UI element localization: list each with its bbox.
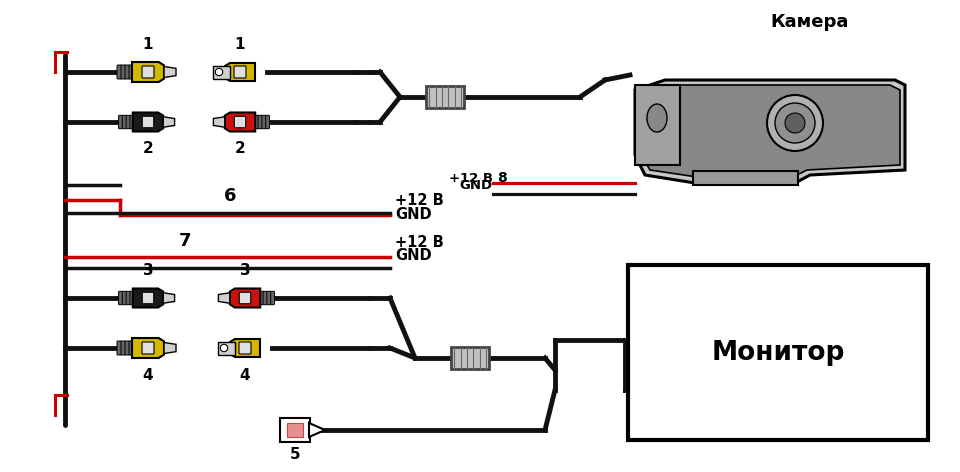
Polygon shape bbox=[132, 112, 163, 132]
FancyBboxPatch shape bbox=[257, 115, 262, 129]
FancyBboxPatch shape bbox=[693, 171, 798, 185]
FancyBboxPatch shape bbox=[118, 291, 123, 305]
Polygon shape bbox=[225, 63, 255, 81]
FancyBboxPatch shape bbox=[266, 291, 271, 305]
FancyBboxPatch shape bbox=[126, 291, 131, 305]
FancyBboxPatch shape bbox=[262, 291, 267, 305]
FancyBboxPatch shape bbox=[258, 291, 263, 305]
Polygon shape bbox=[132, 338, 164, 358]
Text: 2: 2 bbox=[143, 141, 154, 156]
Polygon shape bbox=[213, 117, 225, 127]
Text: 2: 2 bbox=[234, 141, 246, 156]
FancyBboxPatch shape bbox=[426, 86, 464, 108]
Polygon shape bbox=[218, 342, 235, 354]
FancyBboxPatch shape bbox=[121, 341, 126, 355]
FancyBboxPatch shape bbox=[253, 115, 258, 129]
Text: 4: 4 bbox=[143, 368, 154, 383]
Text: 1: 1 bbox=[143, 37, 154, 52]
Polygon shape bbox=[164, 67, 176, 77]
FancyBboxPatch shape bbox=[142, 116, 154, 128]
FancyBboxPatch shape bbox=[451, 347, 489, 369]
FancyBboxPatch shape bbox=[142, 66, 154, 78]
FancyBboxPatch shape bbox=[270, 291, 275, 305]
FancyBboxPatch shape bbox=[118, 115, 123, 129]
Text: GND: GND bbox=[395, 248, 432, 263]
Polygon shape bbox=[163, 117, 175, 127]
Polygon shape bbox=[132, 62, 164, 82]
Text: 5: 5 bbox=[290, 447, 300, 462]
FancyBboxPatch shape bbox=[234, 66, 246, 78]
Circle shape bbox=[220, 344, 228, 352]
FancyBboxPatch shape bbox=[130, 291, 134, 305]
FancyBboxPatch shape bbox=[239, 342, 251, 354]
FancyBboxPatch shape bbox=[287, 423, 303, 437]
Polygon shape bbox=[163, 293, 175, 303]
Polygon shape bbox=[640, 85, 900, 177]
FancyBboxPatch shape bbox=[265, 115, 270, 129]
FancyBboxPatch shape bbox=[129, 65, 133, 79]
FancyBboxPatch shape bbox=[126, 115, 131, 129]
FancyBboxPatch shape bbox=[129, 341, 133, 355]
Polygon shape bbox=[229, 288, 260, 307]
Text: 1: 1 bbox=[235, 37, 245, 52]
FancyBboxPatch shape bbox=[125, 65, 130, 79]
FancyBboxPatch shape bbox=[239, 292, 251, 304]
FancyBboxPatch shape bbox=[122, 115, 127, 129]
FancyBboxPatch shape bbox=[117, 65, 122, 79]
Polygon shape bbox=[132, 288, 163, 307]
FancyBboxPatch shape bbox=[125, 341, 130, 355]
Text: 3: 3 bbox=[240, 263, 251, 278]
Text: 6: 6 bbox=[224, 187, 236, 205]
FancyBboxPatch shape bbox=[142, 342, 154, 354]
Circle shape bbox=[785, 113, 805, 133]
FancyBboxPatch shape bbox=[122, 291, 127, 305]
Text: +12 В: +12 В bbox=[395, 193, 444, 208]
FancyBboxPatch shape bbox=[142, 292, 154, 304]
Circle shape bbox=[767, 95, 823, 151]
Text: GND: GND bbox=[395, 207, 432, 222]
Circle shape bbox=[215, 68, 223, 76]
FancyBboxPatch shape bbox=[121, 65, 126, 79]
Text: 7: 7 bbox=[179, 232, 191, 250]
Text: +12 В: +12 В bbox=[449, 172, 493, 185]
Text: 3: 3 bbox=[143, 263, 154, 278]
FancyBboxPatch shape bbox=[280, 418, 310, 442]
Text: +12 В: +12 В bbox=[395, 235, 444, 250]
FancyBboxPatch shape bbox=[234, 116, 246, 128]
Polygon shape bbox=[635, 80, 905, 183]
Ellipse shape bbox=[647, 104, 667, 132]
Text: GND: GND bbox=[460, 179, 493, 192]
Polygon shape bbox=[164, 343, 176, 354]
Text: Камера: Камера bbox=[771, 13, 850, 31]
Polygon shape bbox=[635, 85, 680, 165]
Polygon shape bbox=[225, 112, 255, 132]
Text: 4: 4 bbox=[240, 368, 251, 383]
Polygon shape bbox=[309, 423, 325, 437]
Circle shape bbox=[775, 103, 815, 143]
FancyBboxPatch shape bbox=[628, 265, 928, 440]
FancyBboxPatch shape bbox=[130, 115, 134, 129]
FancyBboxPatch shape bbox=[261, 115, 266, 129]
Text: 8: 8 bbox=[497, 171, 507, 185]
Polygon shape bbox=[230, 339, 260, 357]
Polygon shape bbox=[219, 293, 229, 303]
Text: Монитор: Монитор bbox=[711, 339, 845, 365]
FancyBboxPatch shape bbox=[117, 341, 122, 355]
Polygon shape bbox=[213, 66, 230, 78]
